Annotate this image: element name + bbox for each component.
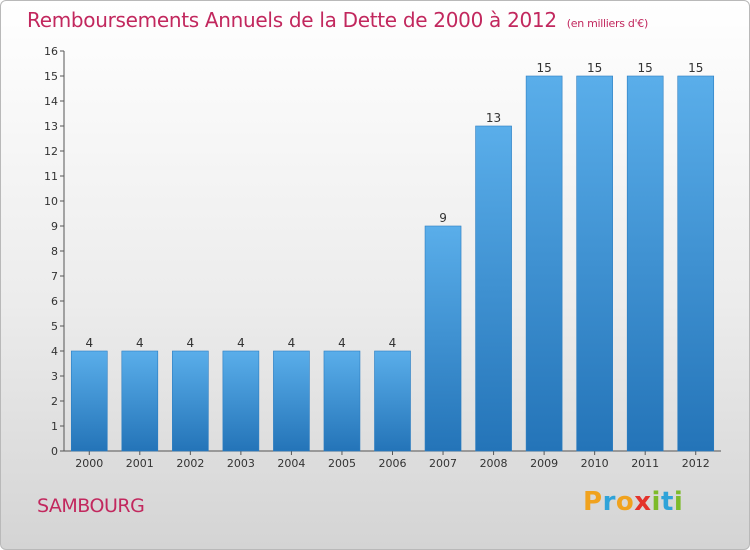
bar [475, 125, 512, 452]
x-tick-label: 2009 [530, 457, 558, 470]
data-label: 4 [136, 336, 144, 350]
bar [70, 350, 108, 452]
y-tick-label: 7 [51, 270, 58, 283]
y-tick-label: 14 [44, 95, 58, 108]
data-label: 4 [85, 336, 93, 350]
x-tick-label: 2000 [75, 457, 103, 470]
bar [222, 350, 260, 452]
bar [374, 350, 411, 452]
data-label: 4 [288, 336, 296, 350]
y-tick-label: 5 [51, 320, 58, 333]
y-tick-label: 0 [51, 445, 58, 458]
logo-letter: r [602, 487, 616, 517]
x-tick-label: 2005 [328, 457, 356, 470]
data-label: 15 [688, 61, 703, 75]
x-tick-label: 2007 [429, 457, 457, 470]
bar [323, 350, 361, 452]
y-tick-label: 15 [44, 70, 58, 83]
bars [70, 75, 715, 452]
y-tick-label: 4 [51, 345, 58, 358]
bar [273, 350, 310, 452]
logo-letter: o [615, 487, 635, 517]
chart-title-text: Remboursements Annuels de la Dette de 20… [27, 8, 557, 32]
data-label: 15 [587, 61, 602, 75]
data-label: 15 [638, 61, 653, 75]
x-tick-label: 2010 [581, 457, 609, 470]
x-tick-label: 2003 [227, 457, 255, 470]
y-tick-label: 16 [44, 45, 58, 58]
proxiti-logo[interactable]: Proxiti [583, 487, 683, 517]
data-label: 15 [536, 61, 551, 75]
data-label: 4 [237, 336, 245, 350]
bar [172, 350, 209, 452]
bar [525, 75, 563, 452]
x-tick-label: 2012 [682, 457, 710, 470]
x-tick-label: 2002 [176, 457, 204, 470]
x-tick-label: 2001 [126, 457, 154, 470]
y-tick-label: 10 [44, 195, 58, 208]
y-tick-label: 9 [51, 220, 58, 233]
x-axis: 2000 2001 2002 2003 2004 2005 2006 2007 2008 2009… [64, 450, 721, 470]
y-tick-label: 6 [51, 295, 58, 308]
x-tick-label: 2008 [480, 457, 508, 470]
data-labels: 4 4 4 4 4 4 4 9 13 15 15 15 15 [85, 61, 703, 350]
y-tick-label: 8 [51, 245, 58, 258]
y-tick-label: 11 [44, 170, 58, 183]
data-label: 4 [338, 336, 346, 350]
bar [424, 225, 462, 452]
y-tick-label: 2 [51, 395, 58, 408]
data-label: 4 [389, 336, 397, 350]
logo-letter: x [634, 487, 652, 517]
y-tick-label: 13 [44, 120, 58, 133]
bar [626, 75, 664, 452]
chart-unit-label: (en milliers d'€) [566, 17, 648, 30]
bar [121, 350, 159, 452]
x-tick-label: 2006 [379, 457, 407, 470]
x-tick-label: 2011 [631, 457, 659, 470]
y-tick-label: 1 [51, 420, 58, 433]
bar [576, 75, 613, 452]
chart-title: Remboursements Annuels de la Dette de 20… [27, 8, 648, 32]
logo-letter: i [651, 487, 661, 517]
y-tick-label: 3 [51, 370, 58, 383]
data-label: 9 [439, 211, 447, 225]
logo-letter: P [583, 487, 603, 517]
data-label: 13 [486, 111, 501, 125]
bar [677, 75, 715, 452]
data-label: 4 [187, 336, 195, 350]
logo-letter: t [660, 487, 674, 517]
logo-letter: i [673, 487, 684, 517]
commune-name: SAMBOURG [37, 495, 145, 517]
x-tick-label: 2004 [277, 457, 305, 470]
y-tick-label: 12 [44, 145, 58, 158]
